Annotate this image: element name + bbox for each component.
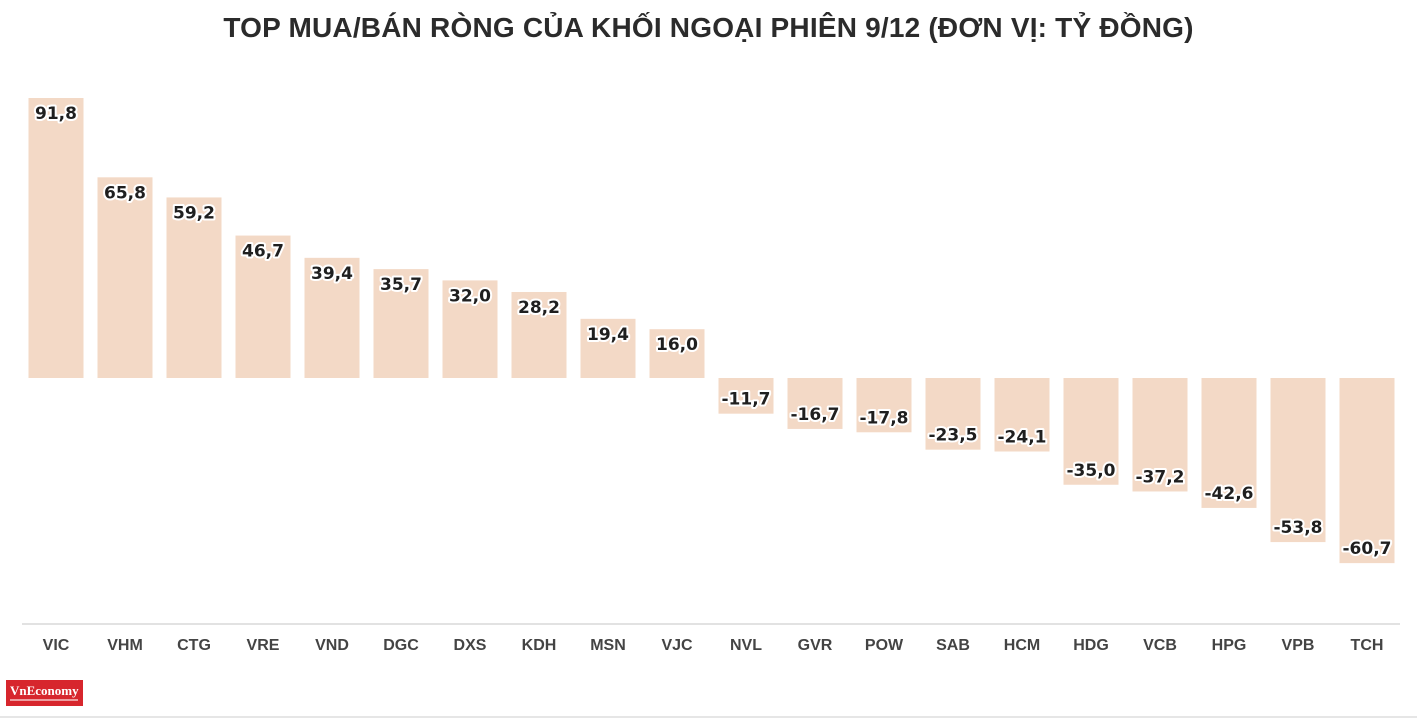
footer-divider bbox=[0, 716, 1417, 718]
data-label-hpg: -42,6 bbox=[1205, 484, 1254, 504]
data-label-vic: 91,8 bbox=[35, 104, 77, 124]
data-label-pow: -17,8 bbox=[860, 408, 909, 428]
data-label-sab: -23,5 bbox=[929, 426, 978, 446]
x-tick-label-pow: POW bbox=[865, 637, 904, 654]
data-label-vjc: 16,0 bbox=[656, 335, 698, 355]
bar-vnd bbox=[304, 257, 360, 378]
x-tick-label-tch: TCH bbox=[1351, 637, 1384, 654]
data-label-kdh: 28,2 bbox=[518, 298, 560, 318]
x-tick-label-ctg: CTG bbox=[177, 637, 211, 654]
bar-pow bbox=[856, 378, 912, 433]
x-tick-label-vjc: VJC bbox=[661, 637, 693, 654]
bar-vjc bbox=[649, 329, 705, 378]
data-label-vre: 46,7 bbox=[242, 242, 284, 262]
bar-tch bbox=[1339, 378, 1395, 564]
chart-title: TOP MUA/BÁN RÒNG CỦA KHỐI NGOẠI PHIÊN 9/… bbox=[223, 12, 1194, 43]
data-label-dxs: 32,0 bbox=[449, 286, 491, 306]
bar-vcb bbox=[1132, 378, 1188, 492]
bar-msn bbox=[580, 318, 636, 378]
data-label-vpb: -53,8 bbox=[1274, 518, 1323, 538]
x-tick-label-nvl: NVL bbox=[730, 637, 762, 654]
brand-tagline-strip bbox=[10, 699, 78, 701]
bar-vhm bbox=[97, 177, 153, 378]
data-label-vnd: 39,4 bbox=[311, 264, 353, 284]
x-tick-label-vcb: VCB bbox=[1143, 637, 1177, 654]
bar-hpg bbox=[1201, 378, 1257, 508]
bar-hdg bbox=[1063, 378, 1119, 485]
x-tick-label-dxs: DXS bbox=[454, 637, 487, 654]
data-label-gvr: -16,7 bbox=[791, 405, 840, 425]
bar-sab bbox=[925, 378, 981, 450]
data-label-hcm: -24,1 bbox=[998, 428, 1047, 448]
x-tick-label-dgc: DGC bbox=[383, 637, 419, 654]
data-label-nvl: -11,7 bbox=[722, 390, 771, 410]
vneconomy-logo: VnEconomy bbox=[6, 680, 83, 706]
x-tick-label-hcm: HCM bbox=[1004, 637, 1040, 654]
data-label-msn: 19,4 bbox=[587, 325, 629, 345]
data-label-vcb: -37,2 bbox=[1136, 467, 1185, 487]
x-tick-label-kdh: KDH bbox=[522, 637, 557, 654]
x-tick-label-sab: SAB bbox=[936, 637, 970, 654]
data-label-vhm: 65,8 bbox=[104, 183, 146, 203]
x-tick-label-vic: VIC bbox=[43, 637, 70, 654]
x-tick-label-msn: MSN bbox=[590, 637, 626, 654]
data-label-tch: -60,7 bbox=[1343, 539, 1392, 559]
x-tick-label-hdg: HDG bbox=[1073, 637, 1109, 654]
x-tick-label-vhm: VHM bbox=[107, 637, 143, 654]
bar-vre bbox=[235, 235, 291, 378]
bar-vpb bbox=[1270, 378, 1326, 543]
bar-kdh bbox=[511, 291, 567, 378]
bar-ctg bbox=[166, 197, 222, 378]
bar-gvr bbox=[787, 378, 843, 429]
bar-hcm bbox=[994, 378, 1050, 452]
x-tick-label-vnd: VND bbox=[315, 637, 349, 654]
data-label-dgc: 35,7 bbox=[380, 275, 422, 295]
x-tick-label-hpg: HPG bbox=[1212, 637, 1247, 654]
x-tick-label-vre: VRE bbox=[247, 637, 280, 654]
data-label-hdg: -35,0 bbox=[1067, 461, 1116, 481]
data-label-ctg: 59,2 bbox=[173, 203, 215, 223]
bar-dgc bbox=[373, 269, 429, 378]
bar-vic bbox=[28, 98, 84, 378]
bar-dxs bbox=[442, 280, 498, 378]
x-tick-label-gvr: GVR bbox=[798, 637, 833, 654]
bar-nvl bbox=[718, 378, 774, 414]
brand-name: VnEconomy bbox=[10, 683, 79, 698]
x-tick-label-vpb: VPB bbox=[1282, 637, 1315, 654]
